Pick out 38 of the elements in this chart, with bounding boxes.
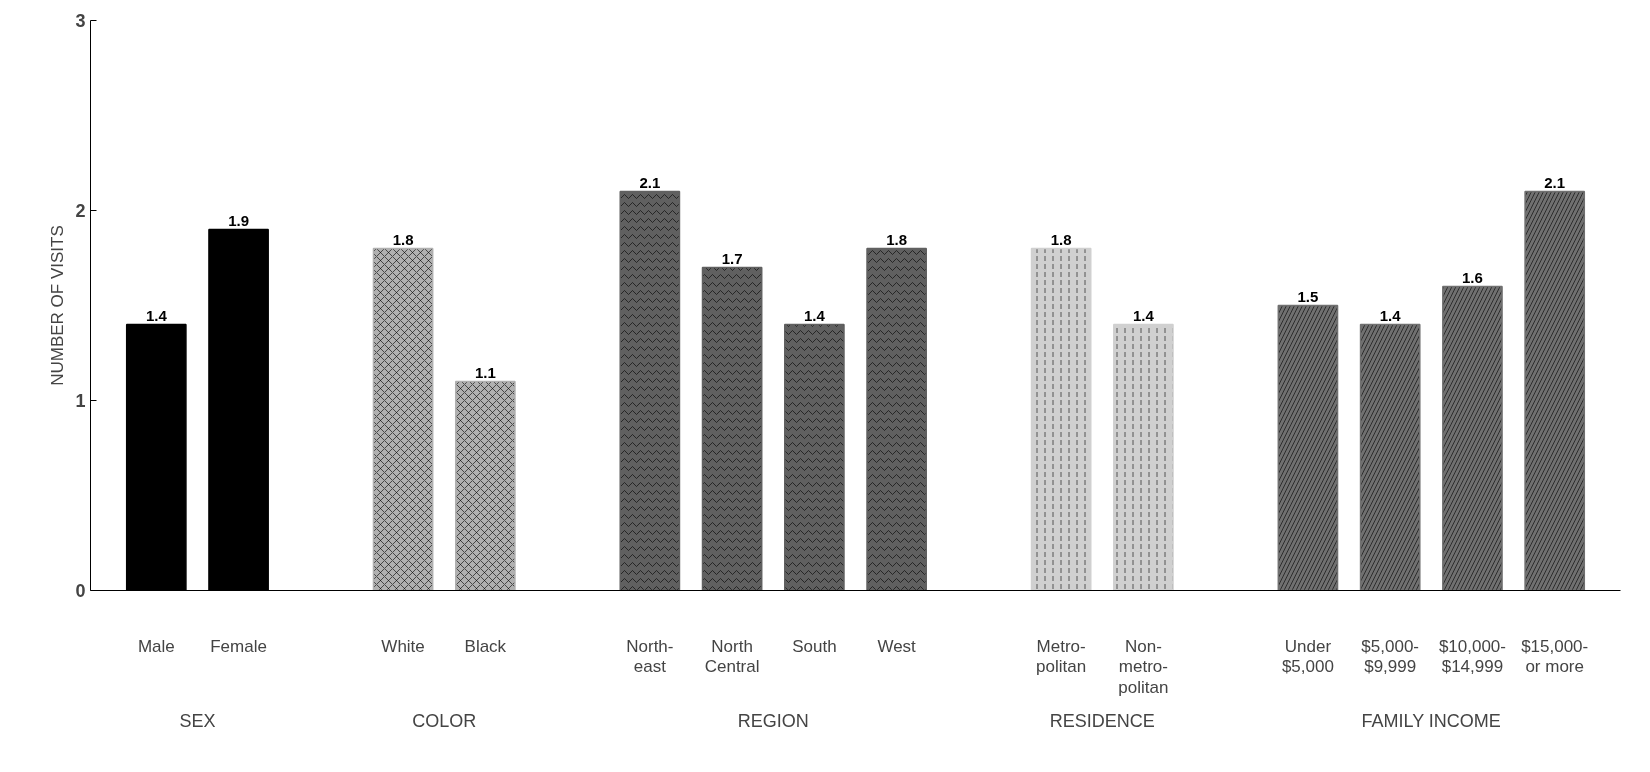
y-tick-label: 0: [75, 581, 86, 601]
x-tick-label: $5,000- $9,999: [1361, 636, 1420, 677]
data-label: 2.1: [1544, 173, 1566, 191]
x-tick-label: White: [381, 636, 425, 656]
y-tick-label: 1: [75, 391, 86, 411]
y-axis-title: NUMBER OF VISITS: [48, 225, 68, 386]
text: RESIDENCE: [1049, 710, 1155, 731]
data-label: 1.7: [721, 249, 743, 267]
y-tick-label: 2: [75, 201, 86, 221]
x-tick-label: North- east: [626, 636, 674, 677]
data-label: 2.1: [639, 173, 661, 191]
data-label: 1.8: [886, 230, 908, 248]
data-label: 1.6: [1462, 268, 1483, 286]
x-tick-label: Metro- politan: [1036, 636, 1087, 677]
y-tick-label: 3: [75, 11, 86, 31]
data-label: 1.4: [1379, 306, 1402, 324]
data-label: 1.8: [1050, 230, 1072, 248]
x-tick-label: Female: [210, 636, 267, 656]
x-tick-label: $15,000- or more: [1521, 636, 1589, 677]
x-tick-label: West: [877, 636, 917, 656]
x-tick-label: $10,000- $14,999: [1438, 636, 1506, 677]
data-label: 1.8: [392, 230, 414, 248]
data-label: 1.4: [145, 306, 168, 324]
x-tick-label: Under $5,000: [1281, 636, 1334, 677]
x-tick-label: Male: [137, 636, 175, 656]
x-tick-label: South: [792, 636, 837, 656]
text: REGION: [737, 710, 809, 731]
data-label: 1.4: [1132, 306, 1155, 324]
data-label: 1.4: [803, 306, 826, 324]
data-label: 1.1: [474, 363, 496, 381]
x-tick-label: North Central: [704, 636, 760, 677]
data-label: 1.9: [228, 211, 249, 229]
x-tick-label: Non- metro- politan: [1118, 636, 1169, 698]
x-tick-label: Black: [464, 636, 507, 656]
text: FAMILY INCOME: [1361, 710, 1501, 731]
text: SEX: [179, 710, 216, 731]
data-label: 1.5: [1297, 287, 1319, 305]
text: COLOR: [412, 710, 477, 731]
